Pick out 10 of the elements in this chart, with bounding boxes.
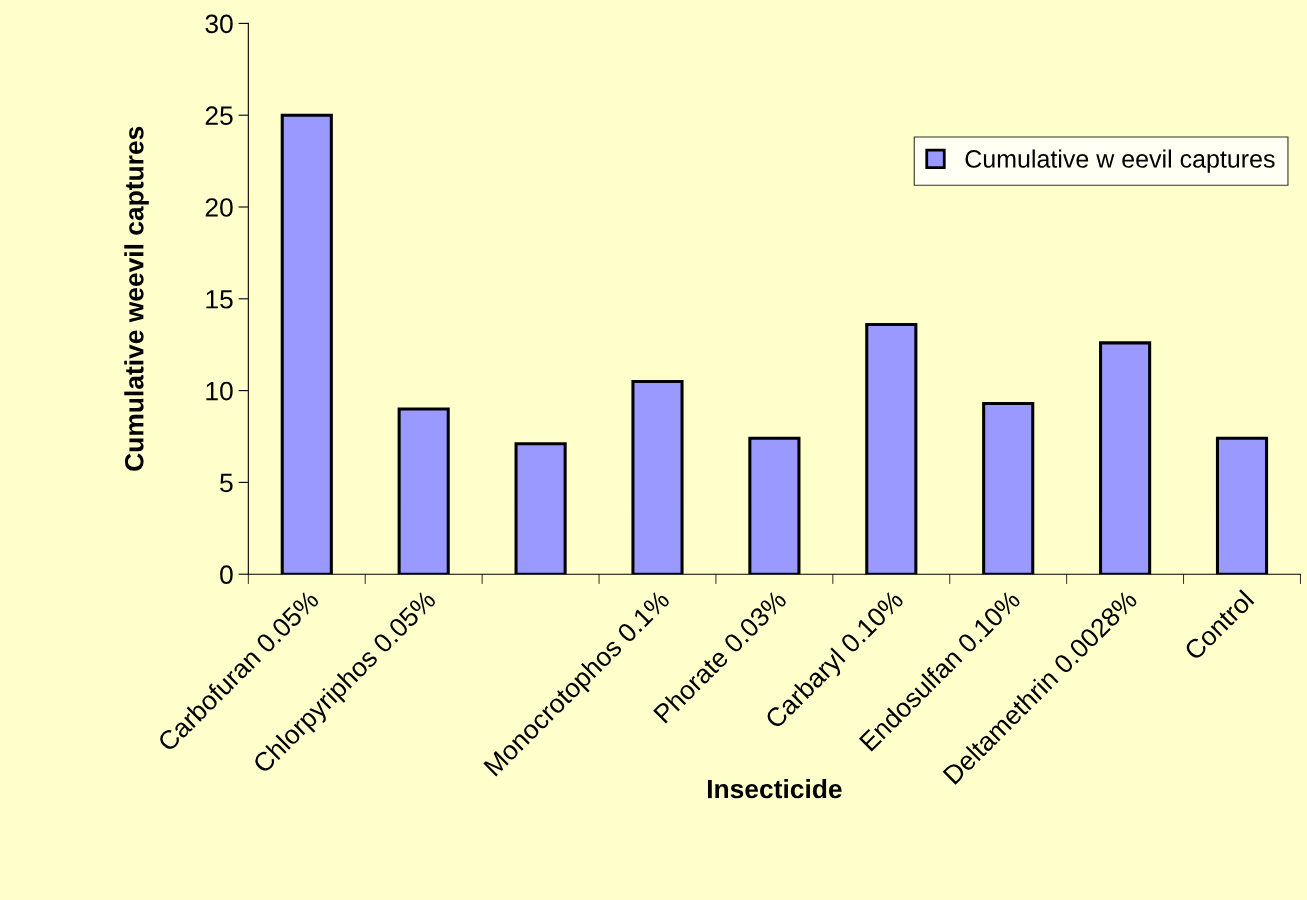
y-tick-label: 10 — [206, 381, 233, 401]
y-tick-label: 25 — [205, 106, 233, 126]
y-tick-label: 15 — [206, 290, 233, 309]
legend-label: Cumulative w eevil captures — [965, 149, 1275, 173]
x-axis-title: Insecticide — [707, 778, 842, 799]
y-tick-label: 0 — [220, 565, 233, 585]
y-tick-label: 30 — [205, 14, 233, 34]
y-axis-title: Cumulative weevil captures — [124, 126, 149, 471]
y-tick-label: 5 — [220, 473, 233, 493]
y-tick-label: 20 — [205, 198, 233, 217]
